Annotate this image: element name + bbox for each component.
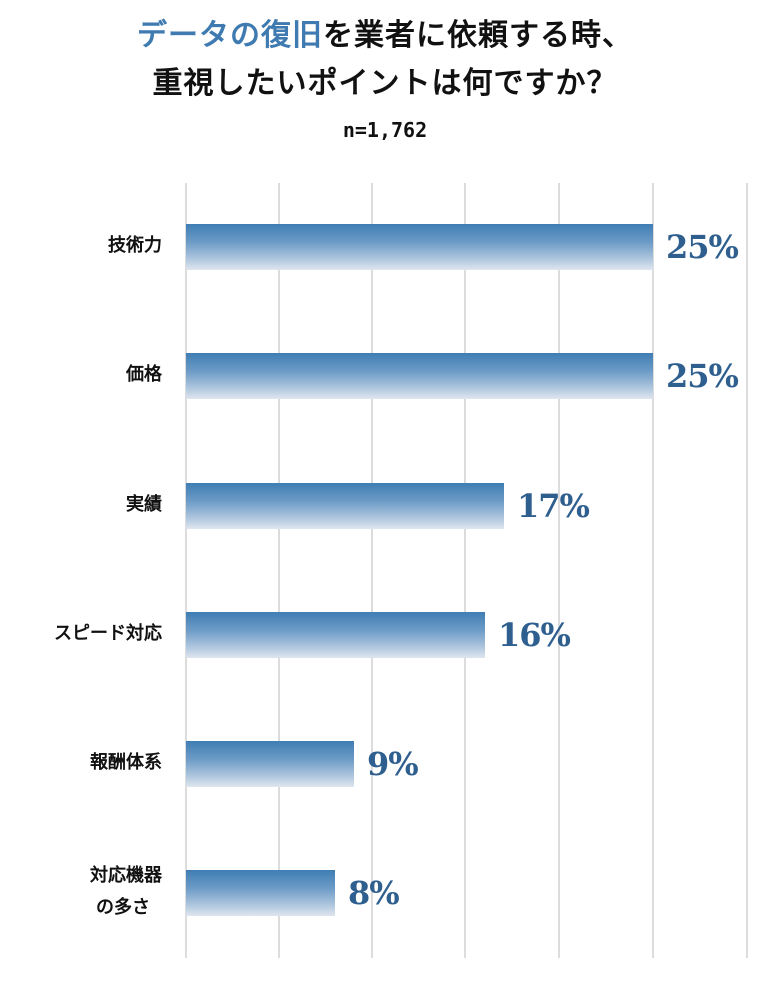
bar-technical-skill <box>186 224 653 270</box>
category-label: 技術力 <box>108 235 162 256</box>
gridline-0 <box>185 183 187 958</box>
category-label: 報酬体系 <box>90 752 162 773</box>
value-label: 25% <box>666 357 739 395</box>
chart-title-line-1: データの復旧を業者に依頼する時、 <box>0 14 770 58</box>
category-label: 対応機器 <box>90 865 162 886</box>
chart-title-rest: を業者に依頼する時、 <box>323 18 633 53</box>
bar-fee-structure <box>186 741 354 787</box>
plot-area: 25% 25% 17% 16% 9% 8% <box>185 183 748 958</box>
chart-title-accent: データの復旧 <box>137 18 323 53</box>
gridline-5 <box>278 183 280 958</box>
category-label: の多さ <box>96 897 150 918</box>
gridline-25 <box>652 183 654 958</box>
gridline-30 <box>746 183 748 958</box>
bar-price <box>186 353 653 399</box>
gridline-10 <box>371 183 373 958</box>
bar-device-coverage <box>186 870 335 916</box>
value-label: 16% <box>498 616 571 654</box>
category-label: 価格 <box>126 364 162 385</box>
gridline-20 <box>558 183 560 958</box>
value-label: 25% <box>666 228 739 266</box>
category-label: 実績 <box>126 494 162 515</box>
bar-track-record <box>186 483 504 529</box>
gridline-15 <box>464 183 466 958</box>
bar-speed <box>186 612 485 658</box>
sample-size: n=1,762 <box>342 118 428 142</box>
value-label: 8% <box>348 874 400 912</box>
value-label: 9% <box>367 745 419 783</box>
chart-title-line-2: 重視したいポイントは何ですか？ <box>152 66 618 101</box>
category-label: スピード対応 <box>54 623 162 644</box>
value-label: 17% <box>517 487 590 525</box>
